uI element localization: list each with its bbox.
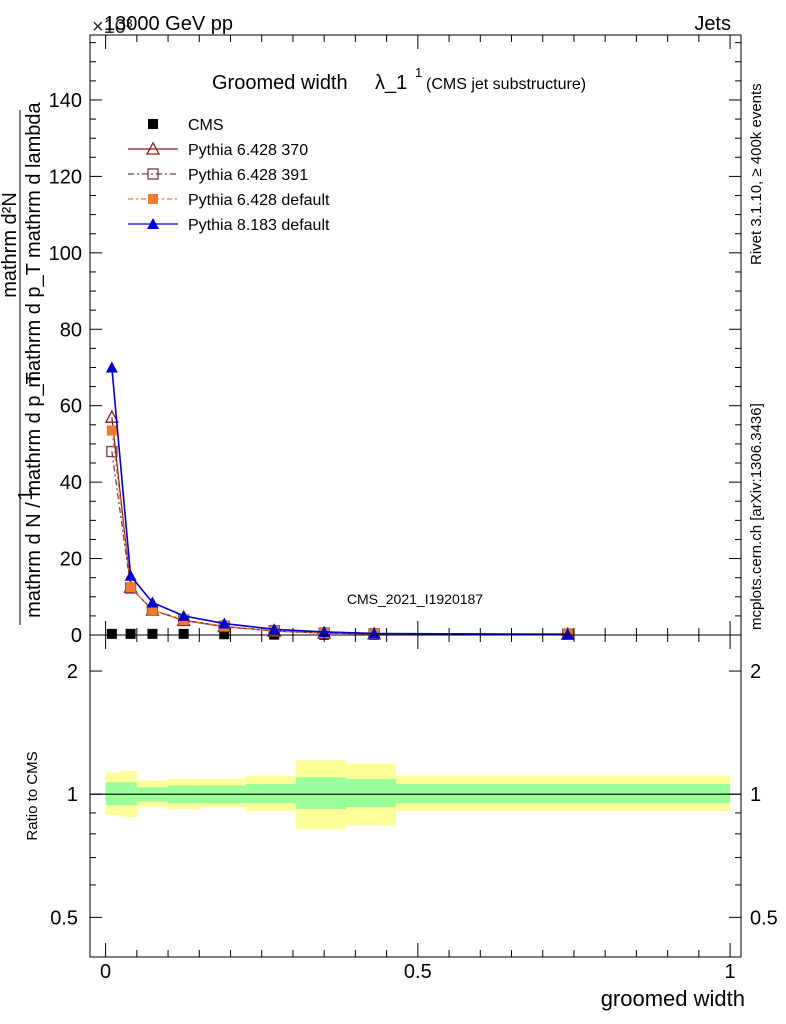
data-point bbox=[105, 361, 118, 373]
data-point bbox=[177, 609, 190, 621]
data-point bbox=[219, 629, 230, 640]
legend-label: CMS bbox=[188, 117, 224, 134]
data-point bbox=[104, 409, 119, 423]
y-label-derivative-den: mathrm d p_T mathrm d lambda bbox=[23, 101, 45, 387]
ratio-y-tick-label-right: 2 bbox=[750, 661, 761, 683]
ratio-y-axis-label: Ratio to CMS bbox=[24, 751, 41, 840]
y-label-derivative: mathrm d²N mathrm d p_T mathrm d lambda bbox=[0, 101, 45, 387]
stat-uncertainty-band bbox=[246, 783, 297, 804]
y-label-prefactor-num: 1 bbox=[15, 489, 37, 500]
data-point bbox=[147, 628, 158, 639]
series-line bbox=[111, 451, 568, 635]
data-point bbox=[318, 625, 331, 637]
legend-item: Pythia 6.428 391 bbox=[128, 167, 308, 184]
legend-marker bbox=[147, 168, 159, 180]
data-point bbox=[106, 445, 118, 458]
analysis-watermark: CMS_2021_I1920187 bbox=[347, 591, 483, 607]
ratio-frame bbox=[89, 634, 742, 958]
y-tick-label: 140 bbox=[49, 90, 82, 112]
y-label-derivative-num: mathrm d²N bbox=[0, 192, 21, 298]
data-point bbox=[561, 628, 574, 640]
legend: CMS Pythia 6.428 370 Pythia 6.428 391 Pythi… bbox=[128, 117, 330, 234]
title-subtitle: (CMS jet substructure) bbox=[426, 76, 586, 93]
y-tick-label: 100 bbox=[49, 243, 82, 265]
data-point bbox=[146, 596, 159, 608]
y-tick-label: 120 bbox=[49, 166, 82, 188]
data-point bbox=[106, 628, 117, 639]
series-line bbox=[111, 430, 568, 635]
data-point bbox=[125, 582, 136, 593]
legend-item: Pythia 6.428 370 bbox=[128, 141, 308, 159]
data-point bbox=[124, 569, 137, 581]
main-panel: CMS_2021_I1920187 0 20 40 60 80 100 120 140 Groom… bbox=[0, 34, 742, 647]
series-line bbox=[111, 417, 568, 635]
legend-item: CMS bbox=[148, 117, 224, 134]
stat-uncertainty-band bbox=[346, 778, 396, 808]
series-pythia-6-428-391 bbox=[106, 445, 574, 640]
series-pythia-6-428-370 bbox=[104, 409, 575, 640]
y-tick-label: 0 bbox=[71, 625, 82, 647]
y-tick-label: 60 bbox=[60, 396, 82, 418]
legend-item: Pythia 6.428 default bbox=[128, 192, 330, 209]
y-exponent-label: ×10³ bbox=[92, 16, 133, 38]
x-tick-label: 0 bbox=[100, 961, 111, 983]
data-point bbox=[218, 617, 231, 629]
main-y-ticks: 0 20 40 60 80 100 120 140 bbox=[49, 42, 741, 647]
x-axis-label: groomed width bbox=[601, 986, 745, 1011]
legend-label: Pythia 6.428 391 bbox=[188, 167, 308, 184]
data-point bbox=[178, 628, 189, 639]
legend-label: Pythia 6.428 default bbox=[188, 192, 330, 209]
data-point bbox=[268, 623, 281, 635]
stat-uncertainty-band bbox=[296, 777, 347, 810]
legend-item: Pythia 8.183 default bbox=[128, 217, 330, 234]
data-point bbox=[147, 605, 158, 616]
legend-marker bbox=[147, 218, 159, 229]
ratio-y-tick-label: 0.5 bbox=[50, 907, 78, 929]
uncertainty-bands bbox=[105, 760, 731, 830]
series-pythia-6-428-default bbox=[106, 425, 573, 640]
stat-uncertainty-band bbox=[395, 783, 731, 804]
data-point bbox=[368, 627, 381, 639]
legend-marker bbox=[145, 141, 161, 155]
ratio-y-tick-label-right: 1 bbox=[750, 784, 761, 806]
legend-label: Pythia 6.428 370 bbox=[188, 142, 308, 159]
data-point bbox=[125, 628, 136, 639]
legend-marker bbox=[148, 119, 158, 129]
legend-label: Pythia 8.183 default bbox=[188, 217, 330, 234]
process-label: Jets bbox=[694, 13, 731, 35]
ratio-y-tick-label: 1 bbox=[67, 784, 78, 806]
y-tick-label: 80 bbox=[60, 319, 82, 341]
chart-title: Groomed width λ_1 1 (CMS jet substructure) bbox=[212, 65, 586, 94]
title-lambda: λ_1 bbox=[375, 72, 407, 94]
y-tick-label: 40 bbox=[60, 472, 82, 494]
x-tick-label: 0.5 bbox=[404, 961, 432, 983]
rivet-label: Rivet 3.1.10, ≥ 400k events bbox=[748, 83, 765, 265]
legend-marker bbox=[148, 194, 158, 204]
data-point bbox=[106, 425, 117, 436]
ratio-x-ticks: 0 0.5 1 bbox=[100, 635, 736, 983]
y-tick-label: 20 bbox=[60, 549, 82, 571]
series-pythia-8-183-default bbox=[105, 361, 574, 640]
ratio-y-tick-label-right: 0.5 bbox=[750, 907, 778, 929]
series-line bbox=[111, 367, 568, 636]
energy-label: 13000 GeV pp bbox=[104, 13, 233, 35]
ratio-y-ticks: 0.5 0.5 1 1 2 2 bbox=[50, 661, 778, 929]
ratio-y-tick-label: 2 bbox=[67, 661, 78, 683]
y-label-prefactor-den: mathrm d N / mathrm d p_T bbox=[23, 372, 45, 618]
mcplots-label: mcplots.cern.ch [arXiv:1306.3436] bbox=[748, 403, 765, 630]
title-main: Groomed width bbox=[212, 72, 348, 94]
x-tick-label: 1 bbox=[725, 961, 736, 983]
title-superscript: 1 bbox=[415, 65, 422, 80]
